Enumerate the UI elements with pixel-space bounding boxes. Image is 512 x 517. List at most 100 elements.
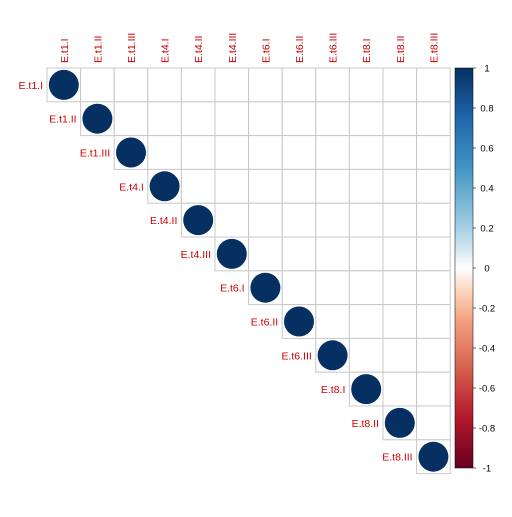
- correlation-circle: [149, 171, 180, 202]
- grid-cell: [281, 135, 317, 170]
- row-label: E.t4.I: [119, 181, 144, 193]
- grid-cell: [113, 67, 149, 103]
- legend-tick-label: 0: [484, 264, 489, 275]
- grid-cell: [382, 371, 418, 407]
- grid-cell: [416, 135, 451, 170]
- grid-cell: [248, 168, 283, 204]
- grid-cell: [382, 304, 418, 339]
- grid-cell: [281, 236, 317, 272]
- grid-cell: [416, 337, 451, 373]
- grid-cell: [382, 67, 418, 103]
- row-label: E.t6.III: [281, 350, 311, 362]
- column-label: E.t8.II: [395, 36, 407, 63]
- circle-layer: [48, 69, 449, 472]
- grid-cell: [348, 101, 384, 137]
- grid-cell: [382, 270, 418, 306]
- correlation-circle: [418, 441, 449, 472]
- grid-cell: [315, 101, 350, 137]
- grid-cell: [416, 304, 451, 339]
- grid-cell: [214, 168, 250, 204]
- grid-cell: [147, 67, 182, 103]
- grid-cell: [281, 67, 317, 103]
- grid-cell: [248, 135, 283, 170]
- grid-cell: [348, 236, 384, 272]
- column-label: E.t4.II: [193, 36, 205, 63]
- grid-cell: [180, 67, 216, 103]
- grid-cell: [416, 67, 451, 103]
- correlation-circle: [82, 103, 113, 134]
- correlation-circle: [384, 407, 415, 438]
- grid-cell: [348, 337, 384, 373]
- grid-cell: [348, 67, 384, 103]
- grid-cell: [348, 304, 384, 339]
- grid-cell: [281, 168, 317, 204]
- grid-cell: [416, 270, 451, 306]
- grid-cell: [248, 236, 283, 272]
- grid-cell: [416, 236, 451, 272]
- grid-cell: [214, 101, 250, 137]
- correlation-circle: [48, 69, 79, 100]
- column-label: E.t8.III: [428, 33, 440, 63]
- grid-cell: [416, 101, 451, 137]
- legend-tick-label: -0.2: [479, 304, 495, 315]
- legend-tick-label: -0.8: [479, 424, 495, 435]
- grid-cell: [281, 270, 317, 306]
- grid-cell: [315, 304, 350, 339]
- grid-cell: [416, 405, 451, 441]
- grid-layer: [46, 67, 451, 475]
- legend-tick-label: -0.4: [479, 344, 495, 355]
- grid-cell: [214, 67, 250, 103]
- column-labels: E.t1.I E.t1.II E.t1.III E.t4.I E.t4.II E.t4.I…: [59, 33, 441, 63]
- column-label: E.t1.II: [92, 36, 104, 63]
- correlation-circle: [284, 306, 314, 337]
- grid-cell: [348, 202, 384, 238]
- grid-cell: [248, 101, 283, 137]
- correlation-circle: [250, 272, 281, 303]
- grid-cell: [348, 135, 384, 170]
- legend-tick-label: -1: [483, 464, 491, 475]
- grid-cell: [113, 101, 149, 137]
- row-labels: E.t1.I E.t1.II E.t1.III E.t4.I E.t4.II E.t4.I…: [18, 80, 412, 464]
- column-label: E.t1.III: [126, 33, 138, 63]
- column-label: E.t6.I: [260, 38, 272, 63]
- grid-cell: [348, 270, 384, 306]
- grid-cell: [382, 236, 418, 272]
- row-label: E.t1.II: [49, 114, 76, 126]
- grid-cell: [180, 168, 216, 204]
- grid-cell: [315, 202, 350, 238]
- column-label: E.t6.II: [294, 36, 306, 63]
- grid-cell: [248, 202, 283, 238]
- legend-tick-label: 0.4: [480, 184, 493, 195]
- grid-cell: [281, 202, 317, 238]
- grid-cell: [281, 101, 317, 137]
- column-label: E.t8.I: [361, 38, 373, 63]
- grid-cell: [180, 101, 216, 137]
- row-label: E.t4.III: [181, 249, 211, 261]
- grid-cell: [416, 202, 451, 238]
- grid-cell: [147, 101, 182, 137]
- row-label: E.t8.I: [321, 384, 346, 396]
- color-legend: 1 0.8 0.6 0.4 0.2 0 -0.2 -0.4 -0.6 -0.8 -1: [454, 64, 495, 475]
- grid-cell: [382, 135, 418, 170]
- grid-cell: [382, 337, 418, 373]
- row-label: E.t8.III: [382, 452, 412, 464]
- row-label: E.t4.II: [150, 215, 177, 227]
- column-label: E.t4.III: [227, 33, 239, 63]
- correlation-circle: [317, 340, 348, 371]
- grid-cell: [80, 67, 115, 103]
- correlation-circle: [116, 137, 146, 168]
- legend-tick-label: 0.6: [480, 144, 493, 155]
- grid-cell: [214, 202, 250, 238]
- legend-tick-label: 1: [484, 64, 489, 75]
- grid-cell: [315, 135, 350, 170]
- legend-tick-label: -0.6: [479, 384, 495, 395]
- grid-cell: [248, 67, 283, 103]
- grid-cell: [315, 236, 350, 272]
- grid-cell: [348, 168, 384, 204]
- correlation-circle: [216, 238, 247, 269]
- grid-cell: [315, 168, 350, 204]
- grid-cell: [416, 371, 451, 407]
- column-label: E.t6.III: [328, 33, 340, 63]
- correlation-circle: [183, 205, 214, 236]
